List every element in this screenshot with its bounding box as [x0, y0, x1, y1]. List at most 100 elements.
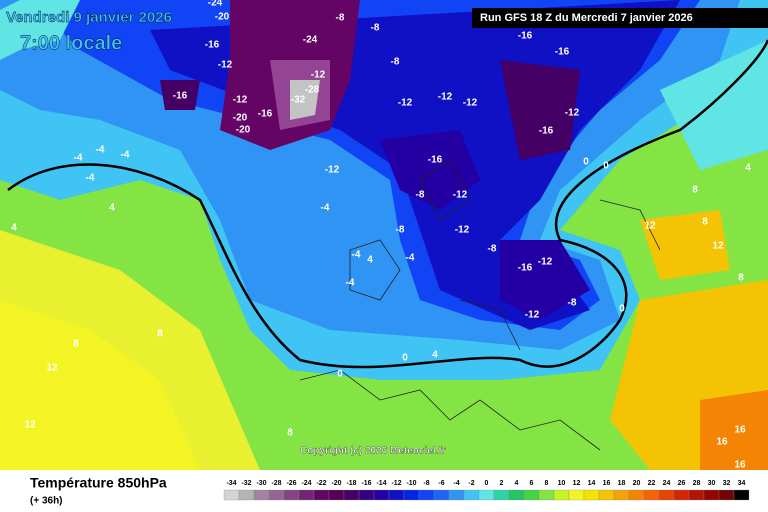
temperature-label: 12	[24, 420, 36, 431]
scale-label: -14	[376, 480, 386, 487]
scale-swatch	[223, 489, 240, 501]
temperature-label: 8	[287, 428, 293, 439]
temperature-label: -12	[233, 95, 248, 106]
scale-swatch	[328, 489, 345, 501]
scale-swatch	[688, 489, 705, 501]
scale-swatch	[658, 489, 675, 501]
scale-label: 16	[603, 480, 611, 487]
temperature-label: -4	[86, 173, 95, 184]
scale-swatch	[478, 489, 495, 501]
scale-label: -8	[423, 480, 429, 487]
temperature-label: -4	[346, 278, 355, 289]
scale-label: -10	[406, 480, 416, 487]
scale-label: -22	[316, 480, 326, 487]
temperature-label: 12	[644, 221, 656, 232]
scale-swatch	[238, 489, 255, 501]
scale-label: 24	[663, 480, 671, 487]
temperature-label: 0	[583, 157, 589, 168]
temperature-label: 12	[712, 241, 724, 252]
temperature-label: 16	[734, 460, 746, 471]
temperature-label: -8	[336, 13, 345, 24]
scale-label: 4	[515, 480, 519, 487]
temperature-label: -4	[121, 150, 130, 161]
scale-swatch	[643, 489, 660, 501]
temperature-label: -16	[555, 47, 570, 58]
temperature-label: 0	[337, 369, 343, 380]
scale-label: 8	[545, 480, 549, 487]
temperature-label: -8	[391, 57, 400, 68]
temperature-label: -4	[406, 253, 415, 264]
footer-title: Température 850hPa	[30, 475, 167, 491]
scale-swatch	[358, 489, 375, 501]
temperature-label: -4	[96, 145, 105, 156]
scale-label: 30	[708, 480, 716, 487]
temperature-label: -8	[396, 225, 405, 236]
scale-label: 10	[558, 480, 566, 487]
scale-swatch	[433, 489, 450, 501]
temperature-label: -16	[205, 40, 220, 51]
temperature-label: -4	[352, 250, 361, 261]
scale-label: 34	[738, 480, 746, 487]
scale-swatch	[343, 489, 360, 501]
footer-lead: (+ 36h)	[30, 496, 63, 507]
scale-label: -28	[271, 480, 281, 487]
scale-label: 28	[693, 480, 701, 487]
scale-label: -32	[241, 480, 251, 487]
temperature-label: -16	[518, 31, 533, 42]
scale-swatch	[373, 489, 390, 501]
color-scale: -34 -32 -30 -28 -26 -24 -22 -20 -18 -16 -14 -12 -10-…	[223, 480, 750, 501]
run-info: Run GFS 18 Z du Mercredi 7 janvier 2026	[480, 12, 693, 24]
temperature-label: -16	[539, 126, 554, 137]
scale-swatch	[553, 489, 570, 501]
scale-swatch	[403, 489, 420, 501]
scale-label: -18	[346, 480, 356, 487]
temperature-label: -32	[291, 95, 306, 106]
scale-swatch	[628, 489, 645, 501]
scale-swatch	[613, 489, 630, 501]
temperature-label: -12	[463, 98, 478, 109]
scale-label: -30	[256, 480, 266, 487]
temperature-label: 8	[692, 185, 698, 196]
scale-label: 20	[633, 480, 641, 487]
map-labels: -24 -20 -16 -8 -8 -16 -12 -16 -12 -20 -24 -12 -28-32…	[11, 0, 751, 471]
temperature-label: 4	[432, 350, 438, 361]
scale-label: 32	[723, 480, 731, 487]
temperature-label: -8	[416, 190, 425, 201]
scale-swatch	[463, 489, 480, 501]
temperature-label: 4	[109, 203, 115, 214]
scale-label: 6	[530, 480, 534, 487]
temperature-label: -12	[538, 257, 553, 268]
temperature-label: -16	[428, 155, 443, 166]
temperature-label: -8	[488, 244, 497, 255]
map-background	[0, 0, 768, 470]
temperature-label: -12	[525, 310, 540, 321]
temperature-label: 4	[367, 255, 373, 266]
scale-swatch	[418, 489, 435, 501]
scale-label: -26	[286, 480, 296, 487]
scale-swatch	[253, 489, 270, 501]
temperature-label: -12	[438, 92, 453, 103]
scale-label: -34	[226, 480, 236, 487]
temperature-label: 16	[734, 425, 746, 436]
temperature-label: -16	[258, 109, 273, 120]
scale-swatch	[313, 489, 330, 501]
temperature-label: 16	[716, 437, 728, 448]
forecast-date: Vendredi 9 janvier 2026	[6, 9, 172, 26]
scale-label: 18	[618, 480, 626, 487]
temperature-label: -24	[303, 35, 318, 46]
scale-label: -12	[391, 480, 401, 487]
scale-swatch	[388, 489, 405, 501]
temperature-label: -8	[371, 23, 380, 34]
temperature-label: 0	[402, 353, 408, 364]
temperature-label: 8	[702, 217, 708, 228]
scale-swatch	[268, 489, 285, 501]
temperature-label: -28	[305, 85, 320, 96]
scale-label: 0	[485, 480, 489, 487]
scale-swatch	[673, 489, 690, 501]
scale-swatch	[568, 489, 585, 501]
temperature-label: -16	[518, 263, 533, 274]
scale-swatch	[718, 489, 735, 501]
scale-swatch	[538, 489, 555, 501]
temperature-label: -8	[568, 298, 577, 309]
